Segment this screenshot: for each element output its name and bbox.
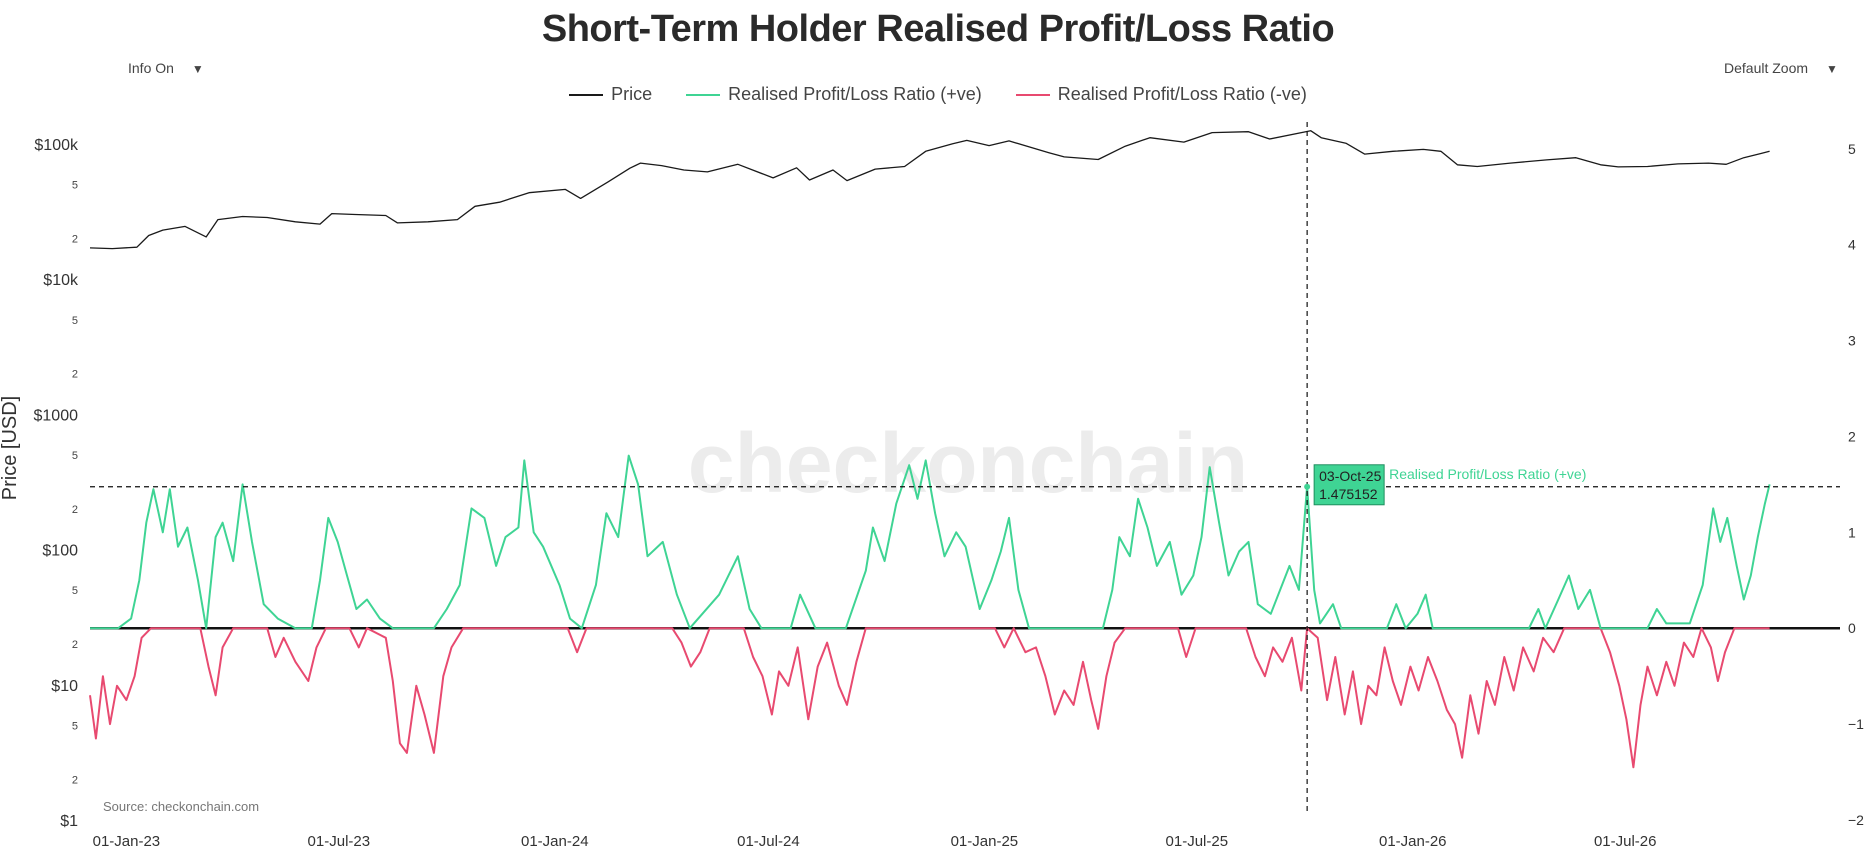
legend: Price Realised Profit/Loss Ratio (+ve) R… (0, 84, 1876, 105)
legend-item-price[interactable]: Price (569, 84, 652, 105)
legend-swatch-negative (1015, 93, 1050, 96)
x-tick-label: 01-Jan-24 (521, 833, 589, 850)
series-line-positive (90, 454, 1771, 630)
left-minor-tick-label: 2 (72, 639, 78, 651)
left-tick-label: $100 (42, 543, 78, 560)
right-tick-label: 4 (1848, 237, 1856, 253)
legend-label-price: Price (611, 84, 653, 104)
zoom-select[interactable]: Default Zoom ▼ (1724, 60, 1838, 76)
x-tick-label: 01-Jul-24 (737, 833, 800, 850)
watermark: checkonchain (688, 416, 1248, 510)
right-tick-label: 0 (1848, 620, 1856, 636)
left-minor-tick-label: 2 (72, 369, 78, 381)
tooltip-value: 1.475152 (1319, 486, 1378, 502)
left-minor-tick-label: 5 (72, 450, 78, 462)
left-minor-tick-label: 5 (72, 180, 78, 192)
chevron-down-icon: ▼ (191, 62, 204, 76)
left-minor-tick-label: 5 (72, 585, 78, 597)
legend-item-negative[interactable]: Realised Profit/Loss Ratio (-ve) (1015, 84, 1307, 105)
left-tick-label: $10 (51, 678, 78, 695)
x-tick-label: 01-Jan-23 (93, 833, 161, 850)
x-tick-label: 01-Jul-26 (1594, 833, 1657, 850)
right-tick-label: 1 (1848, 524, 1856, 540)
crosshair-point (1304, 483, 1311, 490)
legend-swatch-price (569, 93, 604, 96)
left-minor-tick-label: 2 (72, 504, 78, 516)
left-minor-tick-label: 5 (72, 315, 78, 327)
left-tick-label: $100k (34, 137, 79, 154)
x-tick-label: 01-Jul-23 (308, 833, 371, 850)
crosshair: 03-Oct-25 1.475152 Realised Profit/Loss Ra… (90, 122, 1840, 815)
right-tick-label: 5 (1848, 141, 1856, 157)
x-tick-label: 01-Jan-25 (951, 833, 1019, 850)
left-minor-tick-label: 5 (72, 720, 78, 732)
right-tick-label: 3 (1848, 333, 1856, 349)
chevron-down-icon: ▼ (1826, 62, 1838, 76)
x-tick-label: 01-Jan-26 (1379, 833, 1447, 850)
legend-swatch-positive (686, 93, 721, 96)
left-axis-title: Price [USD] (0, 396, 21, 500)
chart-title: Short-Term Holder Realised Profit/Loss R… (541, 8, 1335, 50)
left-minor-tick-label: 2 (72, 233, 78, 245)
left-tick-label: $10k (43, 272, 79, 289)
left-minor-tick-label: 2 (72, 774, 78, 786)
right-tick-label: −1 (1848, 716, 1864, 732)
source-note: Source: checkonchain.com (103, 799, 259, 814)
info-toggle-label: Info On (128, 60, 174, 76)
series-line-negative (89, 627, 1770, 769)
x-axis: 01-Jan-23 01-Jul-23 01-Jan-24 01-Jul-24 01-J… (93, 833, 1657, 850)
series-line-price (89, 130, 1770, 250)
left-tick-label: $1 (60, 813, 78, 830)
left-axis: $1 $10 $100 $1000 $10k $100k 2 5 2 5 2 5 2 5 2 5 (34, 137, 80, 830)
right-tick-label: −2 (1848, 812, 1864, 828)
tooltip-date: 03-Oct-25 (1319, 468, 1381, 484)
zoom-select-label: Default Zoom (1724, 60, 1809, 76)
series-layer (89, 130, 1840, 769)
legend-label-positive: Realised Profit/Loss Ratio (+ve) (728, 84, 982, 104)
right-axis: −2 −1 0 1 2 3 4 5 (1848, 141, 1864, 828)
tooltip-series-name: Realised Profit/Loss Ratio (+ve) (1389, 466, 1586, 482)
info-toggle[interactable]: Info On ▼ (128, 60, 204, 76)
legend-label-negative: Realised Profit/Loss Ratio (-ve) (1057, 84, 1307, 104)
tooltip-box (1313, 464, 1385, 506)
left-tick-label: $1000 (34, 407, 79, 424)
x-tick-label: 01-Jul-25 (1166, 833, 1229, 850)
right-tick-label: 2 (1848, 428, 1856, 444)
legend-item-positive[interactable]: Realised Profit/Loss Ratio (+ve) (686, 84, 982, 105)
